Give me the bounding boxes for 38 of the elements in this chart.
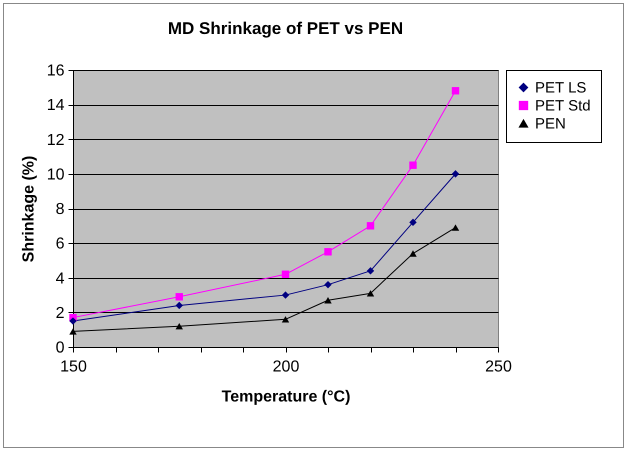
- y-tick-label: 6: [56, 236, 65, 253]
- point: [366, 267, 374, 275]
- point: [282, 270, 290, 278]
- y-tick-label: 14: [46, 97, 65, 114]
- y-tick-label: 12: [46, 132, 65, 149]
- point: [366, 290, 374, 297]
- point: [366, 222, 374, 230]
- point: [282, 291, 290, 299]
- y-tick-label: 16: [46, 62, 65, 80]
- point: [324, 248, 332, 256]
- x-tick-label: 200: [272, 358, 300, 376]
- y-tick-label: 0: [56, 340, 65, 356]
- x-tick-label: 150: [60, 358, 87, 376]
- y-axis-title: Shrinkage (%): [20, 156, 38, 262]
- point: [282, 316, 290, 323]
- point: [452, 87, 460, 94]
- point: [409, 250, 417, 257]
- point: [69, 328, 77, 335]
- y-tick-label: 2: [56, 304, 65, 322]
- legend-label: PET LS: [535, 80, 586, 96]
- chart-title: MD Shrinkage of PET vs PEN: [168, 19, 404, 38]
- point: [452, 170, 460, 178]
- point: [324, 280, 332, 288]
- legend-label: PET Std: [535, 98, 591, 114]
- point: [176, 302, 183, 310]
- point: [176, 323, 183, 330]
- point: [409, 218, 417, 226]
- point: [409, 162, 417, 169]
- point: [176, 293, 183, 300]
- x-tick-label: 250: [485, 358, 512, 376]
- point: [69, 317, 77, 325]
- x-axis-title: Temperature (°C): [222, 388, 350, 406]
- y-tick-label: 8: [56, 201, 65, 218]
- legend-label: PEN: [535, 116, 566, 132]
- y-tick-label: 10: [46, 166, 65, 184]
- point: [452, 224, 460, 231]
- y-tick-label: 4: [56, 270, 65, 288]
- point: [324, 297, 332, 304]
